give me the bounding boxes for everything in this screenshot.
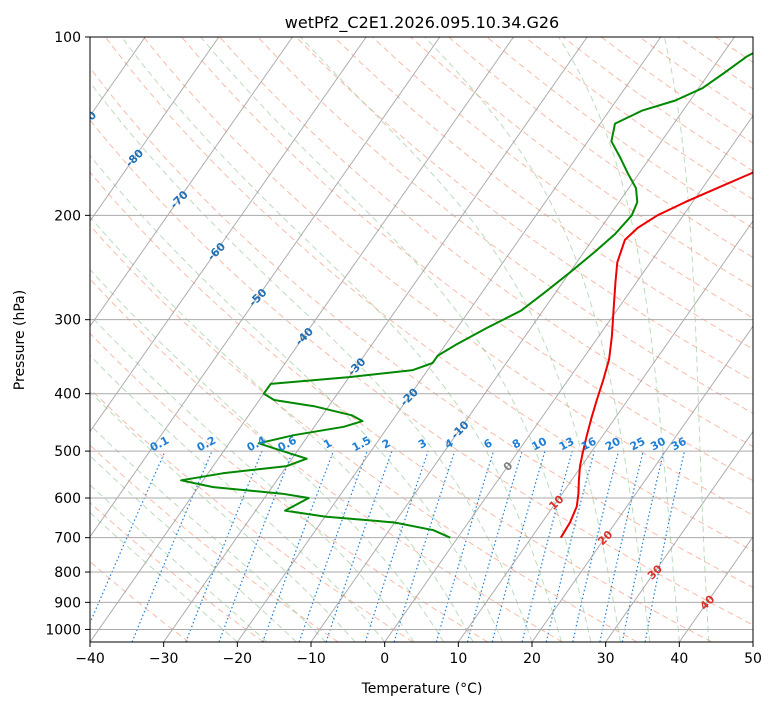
isotherm [90, 37, 441, 538]
mixing-ratio-line [599, 450, 644, 642]
dry-adiabat [219, 37, 753, 448]
isotherm [90, 37, 220, 222]
dry-adiabat [295, 37, 753, 382]
background-lines [90, 37, 753, 642]
dry-adiabat [143, 37, 753, 516]
mixing-ratio-line [90, 450, 166, 625]
profile-lines [180, 52, 753, 539]
isotherm [310, 37, 735, 642]
x-axis-label: Temperature (°C) [361, 681, 483, 697]
x-tick-label: −30 [149, 651, 179, 667]
moist-adiabat [663, 37, 710, 642]
moist-adiabat [90, 455, 297, 642]
chart-title: wetPf2_C2E1.2026.095.10.34.G26 [285, 13, 559, 33]
isotherm [90, 37, 514, 642]
dry-adiabat [90, 502, 264, 642]
y-axis-label: Pressure (hPa) [12, 290, 28, 390]
moist-adiabat [424, 37, 651, 642]
mixing-ratio-label: 10 [529, 435, 549, 454]
mixing-ratio-line [466, 450, 523, 642]
x-tick-label: 20 [523, 651, 541, 667]
mixing-ratio-label: 13 [557, 435, 577, 454]
moist-adiabat [90, 354, 386, 642]
moist-adiabat [90, 268, 445, 642]
mixing-ratio-line [545, 450, 595, 642]
mixing-ratio-label: 30 [648, 435, 668, 454]
isotherm [457, 220, 753, 642]
isotherm [531, 325, 753, 642]
x-tick-label: −10 [296, 651, 326, 667]
dry-adiabat [90, 332, 488, 642]
mixing-ratio-line [364, 450, 429, 642]
x-tick-label: 10 [449, 651, 467, 667]
x-axis: −40 −30 −20 −10 0 10 20 30 40 50 [75, 642, 762, 667]
y-tick-label: 300 [54, 313, 81, 329]
isotherm-label: -90 [76, 108, 99, 131]
moist-adiabat [558, 37, 680, 642]
x-tick-label: 50 [744, 651, 762, 667]
x-tick-label: 0 [380, 651, 389, 667]
y-tick-label: 900 [54, 595, 81, 611]
moist-adiabat [121, 37, 562, 642]
dry-adiabat [257, 37, 753, 414]
x-tick-label: 30 [597, 651, 615, 667]
mixing-ratio-label: 16 [579, 435, 599, 454]
plot-frame [89, 36, 754, 643]
mixing-ratio-line [218, 450, 294, 642]
mixing-ratio-line [572, 450, 620, 642]
dry-adiabat [90, 67, 753, 588]
x-tick-label: −20 [223, 651, 253, 667]
dry-adiabat [410, 37, 753, 289]
mixing-ratio-line [325, 450, 393, 642]
isotherm [90, 37, 367, 433]
mixing-ratio-line [185, 450, 263, 642]
y-tick-label: 800 [54, 565, 81, 581]
moist-adiabat [90, 484, 268, 642]
x-tick-label: −40 [75, 651, 105, 667]
moist-adiabat [90, 154, 503, 642]
mixing-ratio-label: 36 [669, 435, 689, 454]
moist-adiabat [90, 81, 533, 642]
y-tick-label: 100 [54, 30, 81, 46]
y-tick-label: 700 [54, 531, 81, 547]
isotherm [605, 430, 753, 642]
moist-adiabat [90, 424, 327, 642]
mixing-ratio-line [131, 450, 213, 642]
mixing-ratio-line [435, 450, 495, 642]
mixing-ratio-line [521, 450, 573, 642]
y-tick-label: 600 [54, 491, 81, 507]
moist-adiabat [90, 216, 474, 642]
isotherm [236, 37, 662, 642]
grid-lines [90, 37, 753, 642]
dry-adiabat [90, 119, 753, 626]
mixing-ratio-line [262, 450, 334, 642]
moist-adiabat [200, 37, 592, 642]
x-tick-label: 40 [670, 651, 688, 667]
y-axis: 100 200 300 400 500 600 700 800 900 1000 [45, 30, 90, 638]
moist-adiabat [300, 37, 621, 642]
temperature-profile [559, 171, 753, 539]
y-tick-label: 500 [54, 444, 81, 460]
mixing-ratio-line [298, 450, 368, 642]
mixing-ratio-label: 20 [603, 435, 623, 454]
dry-adiabat [90, 171, 712, 642]
plot-area: 0.10.20.40.611.52346810131620253036-100-… [76, 37, 753, 642]
dry-adiabat [90, 224, 638, 642]
moist-adiabat [90, 314, 415, 642]
isotherm [678, 535, 753, 642]
y-tick-label: 200 [54, 208, 81, 224]
y-tick-label: 1000 [45, 622, 81, 638]
y-tick-label: 400 [54, 387, 81, 403]
dry-adiabat [90, 278, 563, 642]
mixing-ratio-label: 25 [628, 435, 648, 454]
dry-adiabat [104, 37, 753, 552]
isotherm [90, 37, 293, 328]
dewpoint-profile [180, 52, 753, 539]
isotherm [163, 37, 588, 642]
moist-adiabat [90, 391, 356, 642]
isotherm [384, 114, 753, 642]
